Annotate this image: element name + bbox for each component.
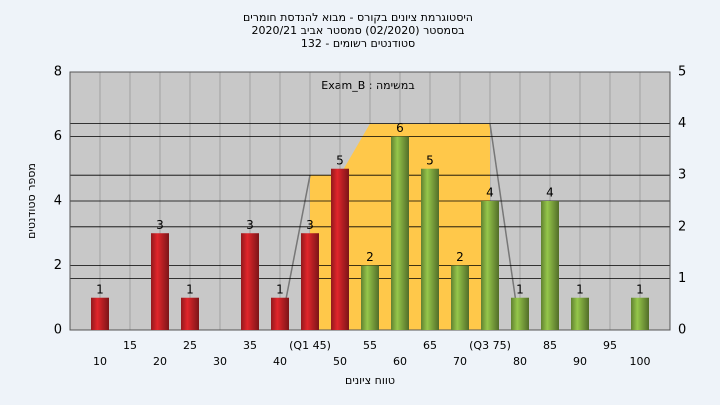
y2-tick-label: 2 — [678, 219, 686, 234]
bar-shade — [241, 233, 259, 330]
y2-tick-label: 4 — [678, 116, 686, 131]
x-tick-label: 95 — [603, 339, 617, 352]
bar-shade — [181, 297, 199, 330]
data-label: 5 — [336, 153, 344, 167]
x-tick-label: 40 — [273, 355, 287, 368]
x-tick-label: 35 — [243, 339, 257, 352]
y2-tick-label: 1 — [678, 271, 686, 286]
x-tick-label: 100 — [630, 355, 651, 368]
x-tick-label: 20 — [153, 355, 167, 368]
chart-subtitle: בסמסטר (02/2020) סמסטר אביב 2020/21 — [251, 24, 464, 37]
bar-shade — [631, 297, 649, 330]
bar-shade — [361, 265, 379, 330]
data-label: 4 — [486, 186, 494, 200]
data-label: 2 — [456, 250, 464, 264]
y-tick-label: 4 — [54, 194, 62, 209]
chart-subtitle: סטודנטים רשומים - 132 — [301, 37, 415, 50]
y2-tick-label: 3 — [678, 168, 686, 183]
data-label: 2 — [366, 250, 374, 264]
data-label: 5 — [426, 153, 434, 167]
data-label: 6 — [396, 121, 404, 135]
bar-shade — [91, 297, 109, 330]
x-axis-label: טווח ציונים — [345, 374, 395, 387]
y2-tick-label: 0 — [678, 323, 686, 338]
bar-shade — [451, 265, 469, 330]
x-tick-label: 55 — [363, 339, 377, 352]
bar-shade — [421, 168, 439, 330]
x-tick-label: 25 — [183, 339, 197, 352]
x-tick-label: 85 — [543, 339, 557, 352]
bar-shade — [511, 297, 529, 330]
y-tick-label: 8 — [54, 65, 62, 80]
bar-shade — [271, 297, 289, 330]
data-label: 1 — [576, 282, 584, 296]
bar-shade — [541, 201, 559, 330]
y-tick-label: 0 — [54, 323, 62, 338]
x-tick-label: 90 — [573, 355, 587, 368]
x-tick-label: 70 — [453, 355, 467, 368]
bar-shade — [391, 136, 409, 330]
x-tick-label: 30 — [213, 355, 227, 368]
bar-shade — [301, 233, 319, 330]
x-tick-label: 10 — [93, 355, 107, 368]
bar-shade — [481, 201, 499, 330]
bar-shade — [151, 233, 169, 330]
data-label: 1 — [96, 282, 104, 296]
data-label: 1 — [186, 282, 194, 296]
x-tick-label: 80 — [513, 355, 527, 368]
y-tick-label: 6 — [54, 129, 62, 144]
y-axis-label: מספר סטודנטים — [25, 163, 38, 239]
data-label: 3 — [246, 218, 254, 232]
y2-tick-label: 5 — [678, 65, 686, 80]
data-label: 1 — [276, 282, 284, 296]
data-label: 4 — [546, 186, 554, 200]
y-tick-label: 2 — [54, 258, 62, 273]
annotation: במשימה : Exam_B — [321, 79, 414, 92]
chart-title: היסטוגרמת ציונים בקורס - מבוא להנדסת חומ… — [243, 11, 473, 24]
data-label: 1 — [516, 282, 524, 296]
x-tick-label: 50 — [333, 355, 347, 368]
data-label: 1 — [636, 282, 644, 296]
x-tick-label: (Q3 75) — [469, 339, 511, 352]
x-tick-label: 15 — [123, 339, 137, 352]
data-label: 3 — [156, 218, 164, 232]
x-tick-label: (Q1 45) — [289, 339, 331, 352]
bar-shade — [331, 168, 349, 330]
x-tick-label: 65 — [423, 339, 437, 352]
x-tick-label: 60 — [393, 355, 407, 368]
bar-shade — [571, 297, 589, 330]
data-label: 3 — [306, 218, 314, 232]
